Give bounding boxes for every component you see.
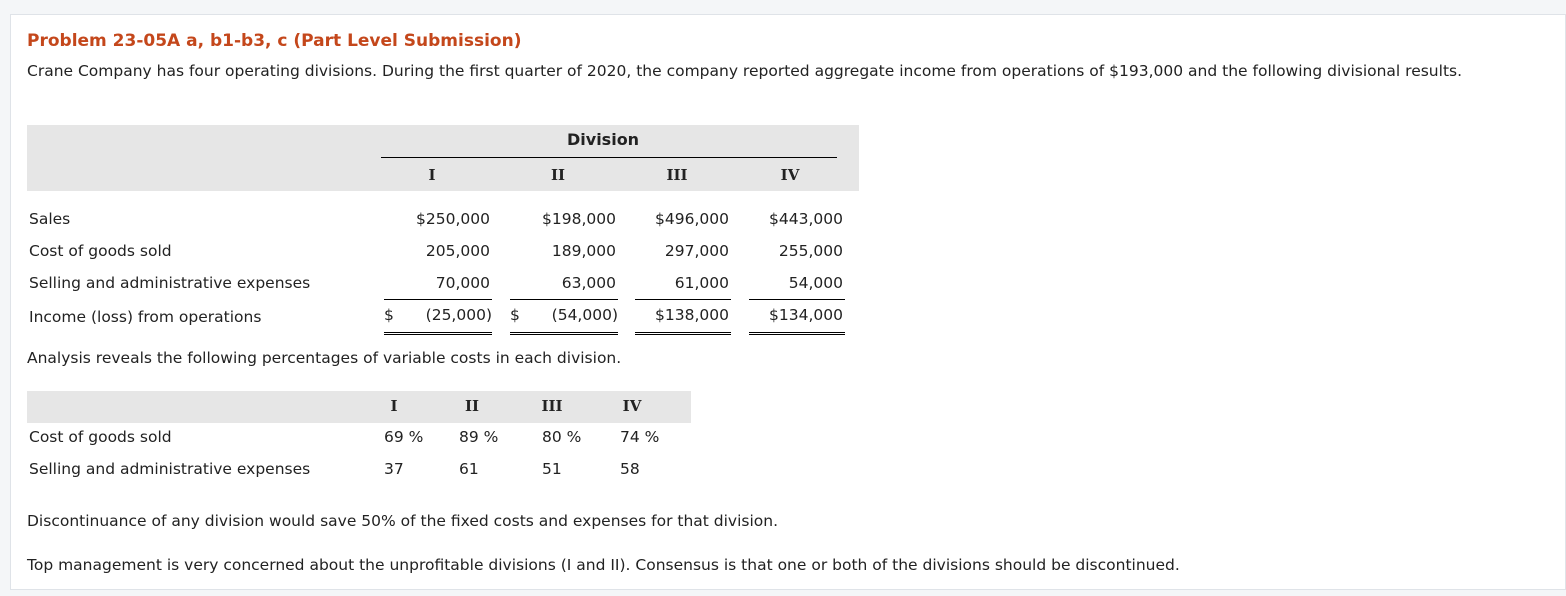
table-cell: 255,000 <box>778 242 843 260</box>
column-header-i: I <box>390 397 398 415</box>
table-header-background <box>27 391 691 423</box>
row-label-sales: Sales <box>29 210 71 228</box>
division-header-rule <box>381 157 837 158</box>
currency-sign: $ <box>510 306 520 324</box>
loss-value: (54,000) <box>551 306 618 324</box>
table-cell: $250,000 <box>416 210 490 228</box>
subtotal-rule <box>635 299 731 300</box>
problem-panel: Problem 23-05A a, b1-b3, c (Part Level S… <box>10 14 1566 590</box>
discontinuance-paragraph: Discontinuance of any division would sav… <box>27 512 779 530</box>
total-double-rule <box>384 332 492 335</box>
table-cell: $ (25,000) <box>384 306 492 324</box>
column-header-iii: III <box>666 166 688 184</box>
row-label-income-from-operations: Income (loss) from operations <box>29 308 262 326</box>
column-header-iv: IV <box>622 397 642 415</box>
table-cell: 297,000 <box>664 242 729 260</box>
table-cell: 74 % <box>620 428 660 446</box>
analysis-paragraph: Analysis reveals the following percentag… <box>27 349 622 367</box>
intro-paragraph: Crane Company has four operating divisio… <box>27 62 1463 80</box>
table-cell: 58 <box>620 460 640 478</box>
total-double-rule <box>635 332 731 335</box>
column-header-iii: III <box>541 397 563 415</box>
table-cell: $443,000 <box>769 210 843 228</box>
total-double-rule <box>749 332 845 335</box>
table-header-background <box>27 125 859 191</box>
row-label-cost-of-goods-sold: Cost of goods sold <box>29 242 172 260</box>
table-cell: 37 <box>384 460 404 478</box>
table-cell: $134,000 <box>769 306 843 324</box>
table-cell: 80 % <box>542 428 582 446</box>
currency-sign: $ <box>384 306 394 324</box>
table-cell: 69 % <box>384 428 424 446</box>
row-label-selling-admin: Selling and administrative expenses <box>29 274 311 292</box>
table-cell: 63,000 <box>561 274 616 292</box>
subtotal-rule <box>384 299 492 300</box>
loss-value: (25,000) <box>425 306 492 324</box>
table-cell: $138,000 <box>655 306 729 324</box>
table-cell: $496,000 <box>655 210 729 228</box>
table-cell: 189,000 <box>551 242 616 260</box>
variable-cost-percent-table: I II III IV Cost of goods sold 69 % 89 %… <box>27 391 691 481</box>
column-header-ii: II <box>550 166 566 184</box>
table-cell: 89 % <box>459 428 499 446</box>
row-label-cost-of-goods-sold: Cost of goods sold <box>29 428 172 446</box>
table-cell: 51 <box>542 460 562 478</box>
divisional-results-table: Division I II III IV Sales $250,000 $198… <box>27 125 859 335</box>
table-cell: $198,000 <box>542 210 616 228</box>
column-header-iv: IV <box>780 166 800 184</box>
table-cell: 70,000 <box>435 274 490 292</box>
subtotal-rule <box>749 299 845 300</box>
table-cell: 61,000 <box>674 274 729 292</box>
table-cell: 205,000 <box>425 242 490 260</box>
subtotal-rule <box>510 299 618 300</box>
table-cell: 54,000 <box>788 274 843 292</box>
column-header-ii: II <box>464 397 480 415</box>
division-group-header: Division <box>567 130 640 149</box>
row-label-selling-admin: Selling and administrative expenses <box>29 460 311 478</box>
table-cell: 61 <box>459 460 479 478</box>
column-header-i: I <box>428 166 436 184</box>
top-management-paragraph: Top management is very concerned about t… <box>27 556 1180 574</box>
total-double-rule <box>510 332 618 335</box>
table-cell: $ (54,000) <box>510 306 618 324</box>
problem-title: Problem 23-05A a, b1-b3, c (Part Level S… <box>27 31 522 51</box>
